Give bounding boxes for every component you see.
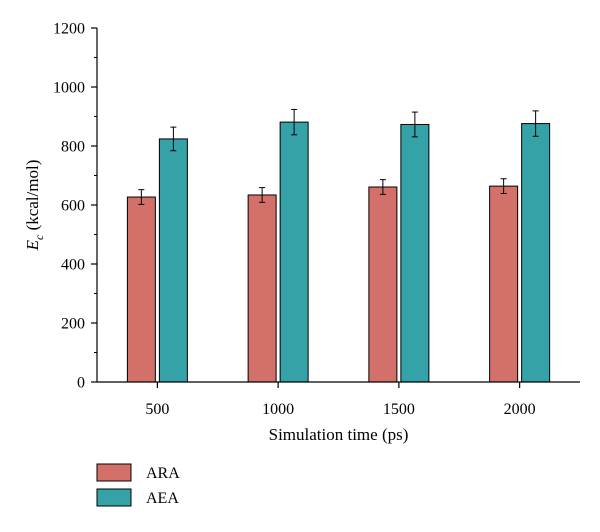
x-ticks: 500 1000 1500 2000 [145, 382, 536, 418]
y-tick-label: 800 [61, 139, 85, 156]
x-tick-label: 500 [145, 401, 169, 418]
y-tick-label: 400 [61, 257, 85, 274]
y-tick-label: 1200 [53, 21, 85, 38]
x-tick-label: 1500 [383, 401, 415, 418]
bar [126, 196, 156, 383]
y-axis-title-subscript: c [32, 234, 46, 240]
legend: ARA AEA [96, 463, 180, 507]
y-axis-title-main: E [23, 239, 42, 251]
y-ticks: 0 200 400 600 800 1000 1200 [53, 21, 97, 392]
legend-swatch [96, 488, 132, 507]
x-tick-label: 1000 [262, 401, 294, 418]
y-tick-label: 600 [61, 198, 85, 215]
y-tick-label: 0 [77, 375, 85, 392]
y-tick-label: 1000 [53, 80, 85, 97]
bar [368, 186, 398, 383]
x-tick-label: 2000 [504, 401, 536, 418]
bar [400, 123, 430, 383]
legend-label: AEA [146, 490, 179, 507]
x-axis-title: Simulation time (ps) [269, 425, 409, 444]
y-axis-title-unit: (kcal/mol) [23, 160, 42, 235]
bar [158, 138, 188, 383]
bar [489, 185, 519, 383]
legend-swatch [96, 463, 132, 482]
bar [521, 123, 551, 383]
legend-label: ARA [146, 465, 180, 482]
y-axis-title: Ec (kcal/mol) [23, 160, 46, 252]
y-tick-label: 200 [61, 316, 85, 333]
bar [247, 194, 277, 383]
bar [279, 121, 309, 383]
plot-area [126, 108, 551, 383]
